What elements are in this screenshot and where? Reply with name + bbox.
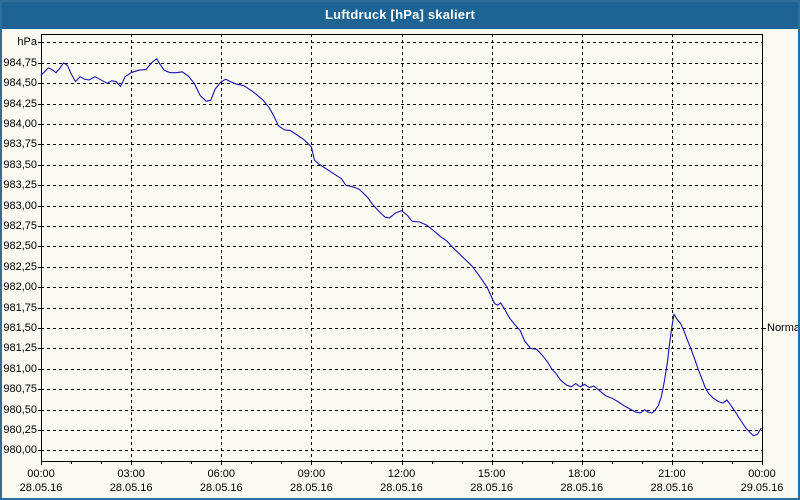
y-axis-tick-label: 980,00: [3, 444, 37, 457]
x-axis-date-label: 28.05.16: [470, 482, 514, 494]
x-axis-time-label: 03:00: [117, 468, 145, 480]
y-axis-tick-label: 981,75: [3, 301, 37, 314]
y-axis-tick-label: 982,00: [3, 281, 37, 294]
plot-frame: [41, 34, 763, 462]
x-axis-time-label: 06:00: [207, 468, 236, 480]
y-axis-tick-label: 981,25: [3, 342, 37, 355]
x-axis-date-label: 28.05.16: [199, 482, 243, 494]
pressure-series-line: [40, 58, 762, 437]
window-titlebar[interactable]: Luftdruck [hPa] skaliert: [0, 0, 800, 29]
x-axis-time-label: 12:00: [387, 468, 416, 480]
y-axis-tick-label: 980,75: [3, 383, 37, 396]
x-axis-date-label: 28.05.16: [109, 482, 153, 494]
y-axis-tick-label: 982,25: [3, 260, 37, 273]
y-axis-tick-label: 981,50: [3, 322, 37, 335]
x-axis-time-label: 21:00: [658, 468, 686, 480]
normal-marker-label: Normal: [767, 322, 800, 335]
x-axis-time-label: 09:00: [297, 468, 326, 480]
x-axis-time-label: 00:00: [27, 468, 55, 480]
y-axis-tick-label: 984,00: [3, 118, 37, 131]
x-axis-time-label: 18:00: [567, 468, 596, 480]
x-axis-date-label: 28.05.16: [560, 482, 604, 494]
x-axis-date-label: 28.05.16: [289, 482, 333, 494]
y-axis-tick-label: 983,25: [3, 179, 37, 192]
y-axis-tick-label: 984,50: [3, 77, 37, 90]
y-axis-tick-label: 983,00: [3, 199, 37, 212]
y-axis-tick-label: 984,25: [3, 97, 37, 110]
x-axis-time-label: 15:00: [477, 468, 506, 480]
x-axis-date-label: 28.05.16: [19, 482, 63, 494]
y-axis-tick-label: 983,75: [3, 138, 37, 151]
x-axis-date-label: 29.05.16: [740, 482, 784, 494]
y-axis-tick-label: 984,75: [3, 56, 37, 69]
y-axis-tick-label: 980,50: [3, 403, 37, 416]
y-axis-tick-label: 983,50: [3, 158, 37, 171]
x-axis-date-label: 28.05.16: [380, 482, 423, 494]
x-axis-time-label: 00:00: [748, 468, 776, 480]
y-axis-tick-label: 980,25: [3, 424, 37, 437]
y-axis-tick-label: 981,00: [3, 362, 37, 375]
window-title: Luftdruck [hPa] skaliert: [325, 7, 475, 22]
y-axis-unit-label: hPa: [17, 36, 37, 49]
x-axis-date-label: 28.05.16: [650, 482, 694, 494]
y-axis-tick-label: 982,75: [3, 220, 37, 233]
y-axis-tick-label: 982,50: [3, 240, 37, 253]
